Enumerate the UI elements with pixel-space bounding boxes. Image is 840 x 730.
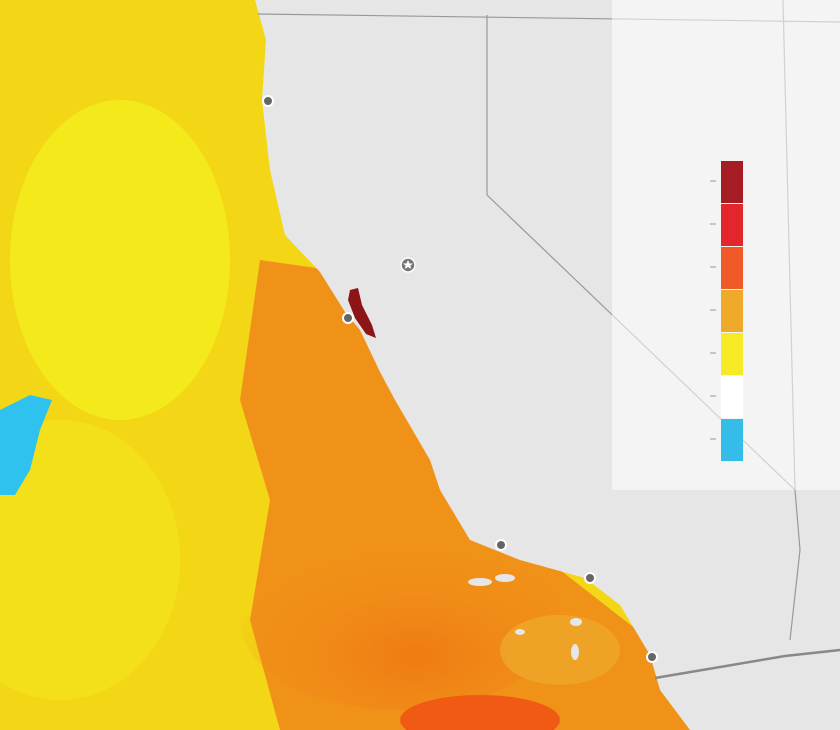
legend-swatch	[721, 419, 743, 461]
legend-swatch	[721, 376, 743, 418]
legend-swatch	[721, 333, 743, 375]
hot-area	[400, 695, 560, 730]
bay	[348, 288, 376, 338]
cold-area	[0, 395, 52, 495]
legend-swatch	[721, 204, 743, 246]
legend-swatch	[721, 161, 743, 203]
warm-area	[240, 530, 560, 710]
cities	[262, 95, 658, 663]
legend-swatch	[721, 247, 743, 289]
legend-swatch	[721, 290, 743, 332]
border	[654, 648, 840, 680]
legend	[710, 161, 743, 461]
capital-star	[403, 260, 413, 269]
cool-area	[10, 100, 230, 420]
cool-area	[0, 420, 180, 700]
warm-area	[500, 615, 620, 685]
islands	[468, 574, 582, 660]
